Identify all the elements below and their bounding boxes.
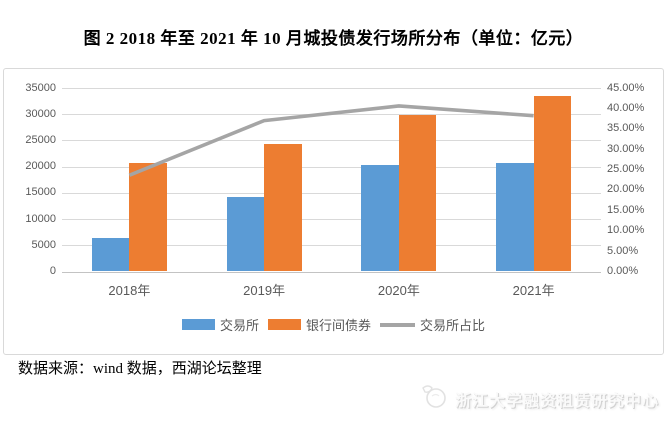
x-axis-label: 2020年	[377, 282, 420, 298]
bar-interbank-1	[264, 143, 302, 272]
gridline	[62, 88, 601, 89]
secondary-y-axis-label: 0.00%	[607, 265, 639, 277]
legend-swatch-interbank	[267, 319, 301, 330]
y-axis-label: 30000	[25, 107, 56, 120]
bar-exchange-1	[226, 196, 265, 272]
gridline	[62, 219, 601, 221]
y-axis-label: 10000	[25, 212, 56, 225]
legend: 交易所 银行间债券 交易所占比	[4, 315, 663, 334]
figure-title: 图 2 2018 年至 2021 年 10 月城投债发行场所分布（单位：亿元）	[83, 29, 584, 48]
y-axis-label: 5000	[31, 238, 56, 251]
x-axis-label: 2018年	[108, 282, 151, 298]
legend-item-exchange-ratio: 交易所占比	[380, 315, 485, 334]
secondary-y-axis-label: 25.00%	[607, 163, 645, 176]
secondary-y-axis-label: 30.00%	[607, 142, 645, 155]
legend-swatch-exchange-ratio	[380, 322, 415, 327]
bar-interbank-0	[129, 163, 167, 272]
gridline	[62, 192, 601, 194]
source-note: 数据来源：wind 数据，西湖论坛整理	[18, 361, 262, 377]
bar-exchange-0	[91, 237, 130, 272]
secondary-y-axis-label: 15.00%	[607, 203, 645, 216]
gridline	[62, 166, 601, 168]
y-axis-label: 35000	[25, 81, 56, 94]
bar-exchange-3	[496, 163, 534, 272]
x-axis-label: 2019年	[243, 282, 286, 298]
watermark: 浙江大学融资租赁研究中心	[419, 382, 659, 415]
chart-area: 0 5000 10000 15000 20000 25000 30000 35000 0.00%…	[3, 68, 664, 355]
org-logo-icon	[419, 382, 449, 415]
watermark-text: 浙江大学融资租赁研究中心	[454, 392, 659, 410]
gridline	[62, 245, 601, 247]
legend-item-exchange: 交易所	[181, 315, 259, 334]
y-axis-label: 0	[49, 265, 56, 277]
secondary-y-axis-label: 10.00%	[607, 224, 645, 237]
y-axis-label: 25000	[25, 133, 56, 146]
y-axis-label: 20000	[25, 160, 56, 173]
bar-exchange-2	[361, 164, 399, 272]
secondary-y-axis-label: 45.00%	[607, 81, 645, 94]
secondary-y-axis-label: 40.00%	[607, 101, 645, 114]
bar-interbank-2	[398, 114, 437, 272]
legend-item-interbank: 银行间债券	[267, 315, 371, 334]
secondary-y-axis-label: 5.00%	[607, 244, 639, 257]
legend-label: 交易所占比	[420, 318, 486, 333]
y-axis-label: 15000	[25, 186, 56, 199]
gridline	[62, 271, 601, 273]
legend-label: 交易所	[219, 318, 259, 333]
secondary-y-axis-label: 35.00%	[607, 122, 645, 135]
line-exchange-ratio	[128, 104, 534, 177]
x-axis-label: 2021年	[512, 282, 555, 298]
legend-label: 银行间债券	[305, 318, 371, 333]
gridline	[62, 140, 601, 142]
legend-swatch-exchange	[181, 319, 215, 330]
bar-interbank-3	[533, 95, 572, 272]
secondary-y-axis-label: 20.00%	[607, 183, 645, 196]
